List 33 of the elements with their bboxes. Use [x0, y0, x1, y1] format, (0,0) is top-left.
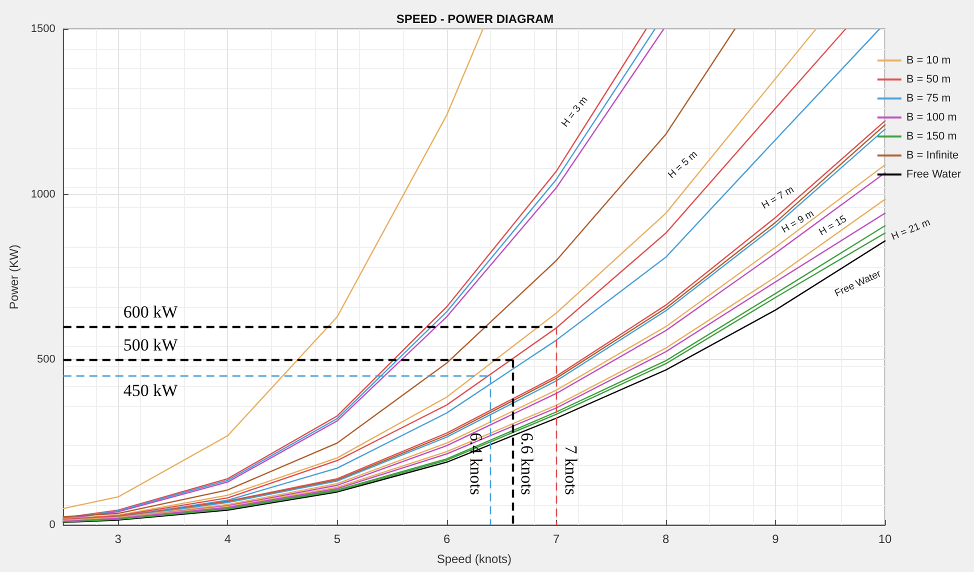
legend-label: Free Water — [906, 168, 962, 180]
x-axis-title: Speed (knots) — [436, 552, 512, 566]
annotation: H = 3 m — [560, 94, 590, 130]
ref-line-label: 450 kW — [123, 381, 179, 400]
x-tick-label: 9 — [772, 532, 780, 546]
annotation: Free Water — [833, 268, 884, 300]
x-tick-label: 3 — [114, 532, 122, 546]
y-axis-title: Power (KW) — [7, 244, 21, 310]
ref-line-label: 7 knots — [561, 445, 580, 495]
annotation: H = 5 m — [666, 149, 700, 181]
x-tick-label: 5 — [334, 532, 341, 546]
annotation: H = 15 — [817, 214, 849, 238]
legend-label: B = Infinite — [906, 150, 959, 162]
ref-line-label: 6.6 knots — [518, 432, 537, 495]
x-tick-label: 7 — [553, 532, 560, 546]
y-tick-label: 0 — [49, 519, 56, 531]
y-tick-label: 500 — [37, 354, 56, 366]
legend-label: B = 50 m — [906, 74, 951, 86]
y-tick-label: 1500 — [30, 23, 56, 35]
x-tick-label: 4 — [224, 532, 232, 546]
x-tick-label: 6 — [443, 532, 450, 546]
ref-line-label: 500 kW — [123, 336, 179, 355]
ref-line-label: 6.4 knots — [466, 432, 486, 495]
text: H = 21 m — [890, 217, 932, 243]
chart-title: SPEED - POWER DIAGRAM — [396, 12, 554, 26]
x-tick-label: 10 — [878, 532, 892, 546]
legend-label: B = 150 m — [906, 130, 957, 142]
legend-label: B = 100 m — [906, 112, 957, 124]
y-tick-label: 1000 — [30, 188, 56, 200]
x-tick-label: 8 — [662, 532, 670, 546]
ref-line-label: 600 kW — [123, 302, 179, 322]
legend-label: B = 75 m — [906, 92, 951, 104]
legend-label: B = 10 m — [906, 54, 951, 66]
